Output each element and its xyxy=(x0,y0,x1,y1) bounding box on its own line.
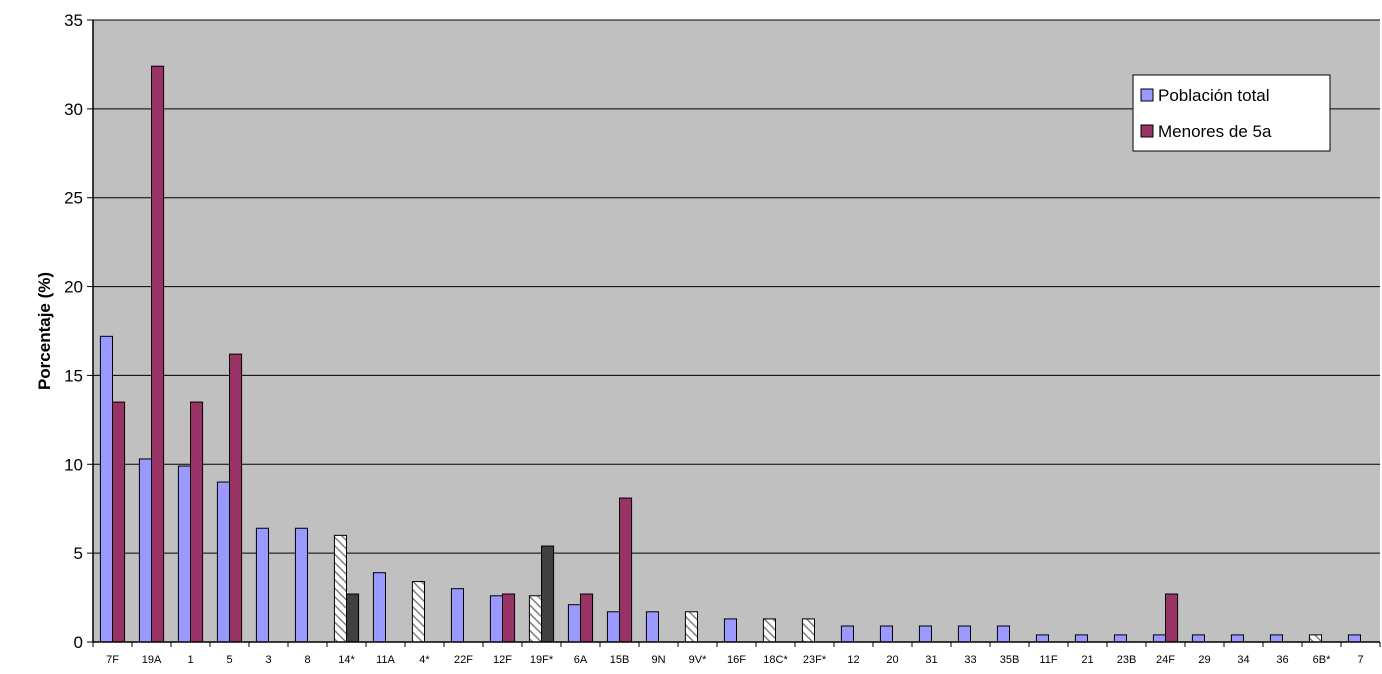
bar-menores-de-5a xyxy=(112,401,126,643)
x-tick-label: 1 xyxy=(187,654,193,666)
bar-menores-de-5a xyxy=(580,593,594,643)
y-axis-title: Porcentaje (%) xyxy=(35,272,54,390)
bar-menores-de-5a xyxy=(190,401,204,643)
x-tick-label: 16F xyxy=(727,654,746,666)
legend-label-poblacion-total: Población total xyxy=(1158,86,1270,105)
legend-swatch-menores-de-5a xyxy=(1140,124,1154,138)
bar-poblacion-total xyxy=(1035,634,1050,643)
bar-poblacion-total xyxy=(216,481,231,643)
legend-label-menores-de-5a: Menores de 5a xyxy=(1158,122,1272,141)
bar-poblacion-total xyxy=(1269,634,1284,643)
bar-poblacion-total xyxy=(840,625,854,643)
y-tick-label: 5 xyxy=(74,544,83,563)
x-tick-labels: 7F 19A 1 5 3 8 14* 11A 4* 22F 12F 19F* 6A 15B 9N 9V* 16F… xyxy=(106,654,1363,666)
x-tick-label: 36 xyxy=(1276,654,1288,666)
bar-poblacion-total xyxy=(489,595,504,643)
x-tick-label: 6B* xyxy=(1313,654,1331,666)
bar-poblacion-total xyxy=(801,618,815,643)
x-tick-label: 6A xyxy=(574,654,588,666)
x-tick-label: 7 xyxy=(1357,654,1363,666)
bar-menores-de-5a xyxy=(619,497,633,643)
x-tick-label: 11A xyxy=(376,654,395,666)
x-tick-label: 12F xyxy=(493,654,512,666)
bar-poblacion-total xyxy=(762,618,776,643)
y-tick-label: 35 xyxy=(64,11,83,30)
x-tick-label: 24F xyxy=(1156,654,1175,666)
bar-poblacion-total xyxy=(1152,634,1167,643)
y-tick-label: 30 xyxy=(64,100,83,119)
bar-poblacion-total xyxy=(1074,634,1089,643)
x-tick-label: 23B xyxy=(1117,654,1137,666)
x-tick-label: 34 xyxy=(1237,654,1249,666)
bar-menores-de-5a xyxy=(229,353,243,643)
x-tick-label: 35B xyxy=(1000,654,1020,666)
bar-menores-de-5a xyxy=(541,545,555,643)
x-tick-label: 23F* xyxy=(803,654,827,666)
x-tick-label: 9N xyxy=(651,654,665,666)
bar-poblacion-total xyxy=(606,611,620,643)
bar-poblacion-total xyxy=(1230,634,1245,643)
bar-poblacion-total xyxy=(372,572,387,643)
x-tick-label: 9V* xyxy=(689,654,707,666)
y-tick-label: 20 xyxy=(64,278,83,297)
x-tick-label: 18C* xyxy=(763,654,788,666)
bar-poblacion-total xyxy=(1113,634,1128,643)
bar-poblacion-total xyxy=(1308,634,1323,643)
bar-poblacion-total xyxy=(918,625,932,643)
bar-poblacion-total xyxy=(957,625,971,643)
x-tick-label: 31 xyxy=(925,654,937,666)
x-tick-label: 22F xyxy=(454,654,473,666)
bar-menores-de-5a xyxy=(502,593,516,643)
x-tick-label: 15B xyxy=(610,654,630,666)
y-tick-label: 0 xyxy=(74,633,83,652)
x-tick-label: 19A xyxy=(142,654,162,666)
bar-poblacion-total xyxy=(99,335,114,643)
bar-poblacion-total xyxy=(567,604,581,643)
bar-poblacion-total xyxy=(1347,634,1362,643)
x-tick-label: 29 xyxy=(1198,654,1210,666)
legend: Población total Menores de 5a xyxy=(1132,74,1331,152)
bar-poblacion-total xyxy=(138,458,153,643)
bar-poblacion-total xyxy=(996,625,1010,643)
bar-poblacion-total xyxy=(645,611,659,643)
x-tick-label: 12 xyxy=(847,654,859,666)
bar-poblacion-total xyxy=(684,611,698,643)
bar-poblacion-total xyxy=(177,465,192,643)
x-tick-label: 14* xyxy=(338,654,355,666)
y-tick-label: 25 xyxy=(64,189,83,208)
y-tick-label: 15 xyxy=(64,366,83,385)
x-tick-label: 5 xyxy=(226,654,232,666)
bars xyxy=(99,65,1362,643)
bar-menores-de-5a xyxy=(346,593,360,643)
bar-poblacion-total xyxy=(528,595,542,643)
x-tick-label: 4* xyxy=(419,654,430,666)
x-tick-label: 8 xyxy=(304,654,310,666)
bar-poblacion-total xyxy=(333,534,348,643)
x-tick-label: 33 xyxy=(964,654,976,666)
y-tick-label: 10 xyxy=(64,455,83,474)
x-tick-label: 3 xyxy=(265,654,271,666)
bar-poblacion-total xyxy=(879,625,893,643)
legend-box xyxy=(1132,74,1331,152)
bar-poblacion-total xyxy=(1191,634,1206,643)
x-tick-label: 11F xyxy=(1039,654,1057,666)
x-tick-label: 20 xyxy=(886,654,898,666)
bar-poblacion-total xyxy=(255,527,270,643)
bar-poblacion-total xyxy=(411,581,426,643)
axes xyxy=(87,19,1381,647)
bar-poblacion-total xyxy=(723,618,737,643)
x-tick-label: 7F xyxy=(106,654,119,666)
bar-poblacion-total xyxy=(450,588,465,643)
y-tick-labels: 0 5 10 15 20 25 30 35 xyxy=(64,11,83,652)
bar-poblacion-total xyxy=(294,527,309,643)
x-tick-label: 19F* xyxy=(530,654,554,666)
legend-swatch-poblacion-total xyxy=(1140,88,1154,102)
bar-menores-de-5a xyxy=(1165,593,1179,643)
bar-menores-de-5a xyxy=(151,65,165,643)
x-tick-label: 21 xyxy=(1081,654,1093,666)
